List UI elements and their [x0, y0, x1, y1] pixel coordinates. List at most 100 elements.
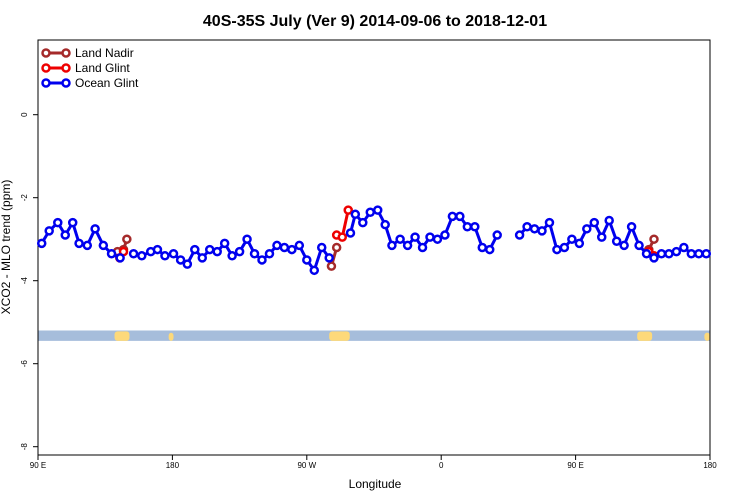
- data-point-ocean-glint: [425, 232, 435, 242]
- data-point-ocean-glint: [492, 230, 502, 240]
- data-point-ocean-glint: [234, 246, 245, 257]
- map-strip: [38, 330, 710, 341]
- data-point-ocean-glint: [611, 236, 622, 247]
- data-point-ocean-glint: [287, 244, 297, 255]
- data-point-ocean-glint: [279, 242, 290, 253]
- data-point-ocean-glint: [604, 215, 614, 226]
- ocean-band: [38, 330, 710, 341]
- data-point-ocean-glint: [484, 244, 495, 255]
- y-tick-label: 0: [20, 112, 29, 117]
- data-point-ocean-glint: [619, 240, 629, 251]
- data-point-ocean-glint: [626, 222, 637, 232]
- data-point-ocean-glint: [664, 248, 674, 259]
- data-point-ocean-glint: [219, 238, 230, 249]
- data-point-land-nadir: [649, 234, 659, 244]
- data-point-ocean-glint: [264, 248, 275, 259]
- data-point-ocean-glint: [417, 242, 428, 253]
- legend-marker: [41, 48, 51, 58]
- data-point-ocean-glint: [350, 209, 361, 220]
- data-point-ocean-glint: [440, 230, 450, 240]
- x-tick-label: 90 E: [30, 461, 46, 470]
- data-point-ocean-glint: [544, 217, 555, 228]
- data-point-ocean-glint: [309, 265, 320, 276]
- data-point-ocean-glint: [589, 217, 600, 228]
- data-point-ocean-glint: [522, 222, 532, 232]
- data-point-ocean-glint: [649, 253, 659, 263]
- data-point-land-glint: [337, 232, 348, 242]
- x-axis-label: Longitude: [349, 477, 402, 491]
- data-point-ocean-glint: [455, 211, 465, 222]
- data-point-land-glint: [343, 205, 353, 215]
- data-point-ocean-glint: [115, 253, 125, 263]
- series-layer: [36, 205, 712, 276]
- data-point-ocean-glint: [182, 259, 193, 269]
- data-point-ocean-glint: [514, 230, 525, 240]
- data-point-ocean-glint: [358, 217, 368, 228]
- data-point-ocean-glint: [44, 226, 54, 236]
- data-point-ocean-glint: [596, 232, 607, 242]
- x-tick-label: 180: [166, 461, 180, 470]
- data-point-ocean-glint: [227, 251, 237, 261]
- chart-title: 40S-35S July (Ver 9) 2014-09-06 to 2018-…: [203, 13, 547, 30]
- data-point-ocean-glint: [567, 234, 577, 244]
- land-patch: [168, 332, 174, 341]
- data-point-ocean-glint: [387, 240, 397, 251]
- data-point-ocean-glint: [294, 240, 305, 251]
- x-axis: 90 E 180 90 W 0 90 E 180: [30, 455, 717, 470]
- data-point-ocean-glint: [432, 234, 443, 244]
- data-point-land-nadir: [331, 242, 342, 253]
- legend-item-land-nadir: Land Nadir: [41, 46, 134, 60]
- data-point-ocean-glint: [316, 242, 327, 253]
- data-point-ocean-glint: [175, 255, 186, 265]
- data-point-ocean-glint: [679, 242, 689, 253]
- data-point-ocean-glint: [529, 224, 540, 234]
- data-point-ocean-glint: [36, 238, 47, 249]
- plot-frame: [37, 39, 711, 456]
- data-point-ocean-glint: [60, 230, 71, 240]
- legend-marker: [41, 78, 51, 88]
- data-point-ocean-glint: [190, 244, 200, 255]
- y-axis-label: XCO2 - MLO trend (ppm): [0, 180, 13, 315]
- legend-label: Land Nadir: [75, 46, 134, 60]
- data-point-ocean-glint: [552, 244, 562, 255]
- x-tick-label: 90 W: [297, 461, 316, 470]
- data-point-ocean-glint: [257, 255, 267, 265]
- data-point-ocean-glint: [470, 222, 480, 232]
- data-point-ocean-glint: [574, 238, 585, 249]
- data-point-ocean-glint: [152, 244, 163, 255]
- data-point-ocean-glint: [53, 217, 63, 228]
- data-point-ocean-glint: [477, 242, 488, 253]
- data-point-ocean-glint: [212, 246, 222, 257]
- data-point-ocean-glint: [302, 255, 312, 265]
- land-patch: [637, 331, 653, 341]
- land-patch: [114, 331, 130, 341]
- legend-item-ocean-glint: Ocean Glint: [41, 76, 139, 90]
- data-point-ocean-glint: [686, 248, 697, 259]
- y-tick-label: -8: [20, 443, 29, 451]
- data-point-ocean-glint: [272, 240, 282, 251]
- y-axis: 0 -2 -4 -6 -8: [20, 112, 38, 450]
- data-point-ocean-glint: [249, 248, 260, 259]
- data-point-ocean-glint: [90, 224, 100, 234]
- data-point-ocean-glint: [128, 248, 139, 259]
- legend-marker: [61, 48, 71, 58]
- legend-label: Ocean Glint: [75, 76, 139, 90]
- data-point-land-nadir: [122, 234, 132, 244]
- data-point-ocean-glint: [656, 248, 667, 259]
- data-point-ocean-glint: [447, 211, 458, 222]
- land-patch: [329, 331, 350, 341]
- data-point-ocean-glint: [694, 248, 704, 259]
- data-point-ocean-glint: [641, 248, 652, 259]
- data-point-land-nadir: [326, 261, 337, 271]
- legend-marker: [61, 78, 71, 88]
- y-tick-label: -4: [20, 277, 29, 285]
- data-point-ocean-glint: [242, 234, 252, 244]
- data-point-ocean-glint: [74, 238, 84, 249]
- data-point-ocean-glint: [410, 232, 420, 242]
- data-point-ocean-glint: [324, 253, 334, 263]
- x-tick-label: 180: [703, 461, 717, 470]
- data-point-ocean-glint: [559, 242, 570, 253]
- data-point-ocean-glint: [67, 217, 78, 228]
